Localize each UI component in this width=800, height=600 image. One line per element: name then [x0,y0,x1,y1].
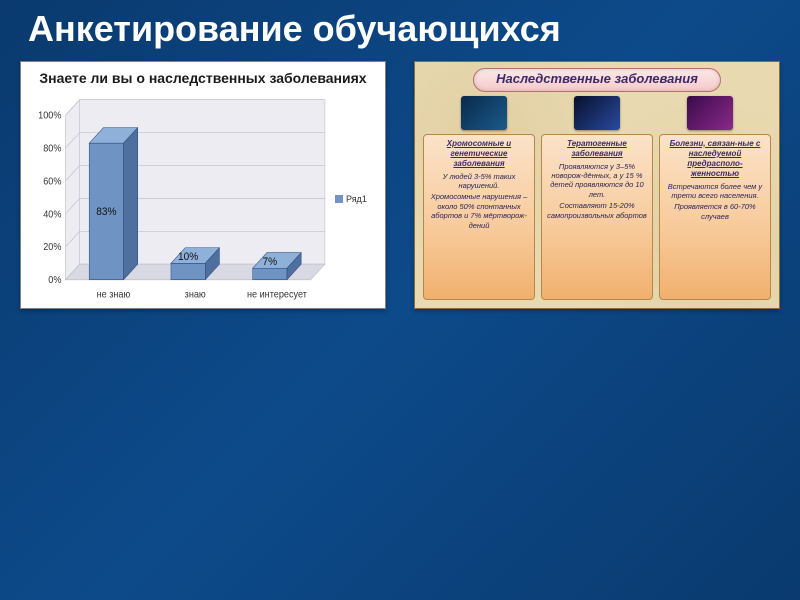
info-thumb [461,96,507,130]
svg-text:83%: 83% [96,206,117,219]
info-card: Хромосомные и генетические заболевания У … [423,134,535,301]
info-card: Болезни, связан-ные с наследуемой предра… [659,134,771,301]
svg-text:80%: 80% [43,143,62,154]
svg-text:100%: 100% [38,110,62,121]
info-card-title: Болезни, связан-ные с наследуемой предра… [664,139,766,179]
info-header: Наследственные заболевания [473,68,721,91]
info-card-title: Хромосомные и генетические заболевания [428,139,530,169]
info-card-line: Проявляются у 3–5% новорож-дённых, а у 1… [546,162,648,200]
info-card: Тератогенные заболевания Проявляются у 3–… [541,134,653,301]
chart-legend: Ряд1 [331,93,379,304]
info-cards-row: Хромосомные и генетические заболевания У … [423,134,771,301]
legend-label: Ряд1 [346,194,367,204]
info-card-line: Встречаются более чем у трети всего насе… [664,182,766,201]
chart-plot: 0% 20% 40% 60% 80% 100% 83% не знаю 10% знаю 7% не … [27,93,331,304]
svg-text:60%: 60% [43,176,62,187]
svg-text:10%: 10% [178,251,199,264]
svg-text:не знаю: не знаю [97,289,131,300]
info-thumb [574,96,620,130]
info-card-line: Хромосомные нарушения – около 50% спонта… [428,192,530,230]
svg-text:7%: 7% [263,256,278,269]
chart-body: 0% 20% 40% 60% 80% 100% 83% не знаю 10% знаю 7% не … [27,93,379,304]
svg-text:0%: 0% [48,275,62,286]
survey-chart-panel: Знаете ли вы о наследственных заболевани… [20,61,386,309]
info-card-line: Проявляется в 60-70% случаев [664,202,766,221]
slide-title: Анкетирование обучающихся [0,0,800,61]
info-card-line: Составляют 15-20% самопроизвольных аборт… [546,201,648,220]
svg-text:40%: 40% [43,209,62,220]
hereditary-info-panel: Наследственные заболевания Хромосомные и… [414,61,780,309]
info-thumbs-row [423,96,771,134]
panels-row: Знаете ли вы о наследственных заболевани… [0,61,800,309]
svg-text:знаю: знаю [185,289,206,300]
svg-text:не интересует: не интересует [247,289,308,300]
chart-title: Знаете ли вы о наследственных заболевани… [27,68,379,93]
info-thumb [687,96,733,130]
svg-text:20%: 20% [43,242,62,253]
info-card-title: Тератогенные заболевания [546,139,648,159]
info-card-line: У людей 3-5% таких нарушений. [428,172,530,191]
legend-swatch [335,195,343,203]
